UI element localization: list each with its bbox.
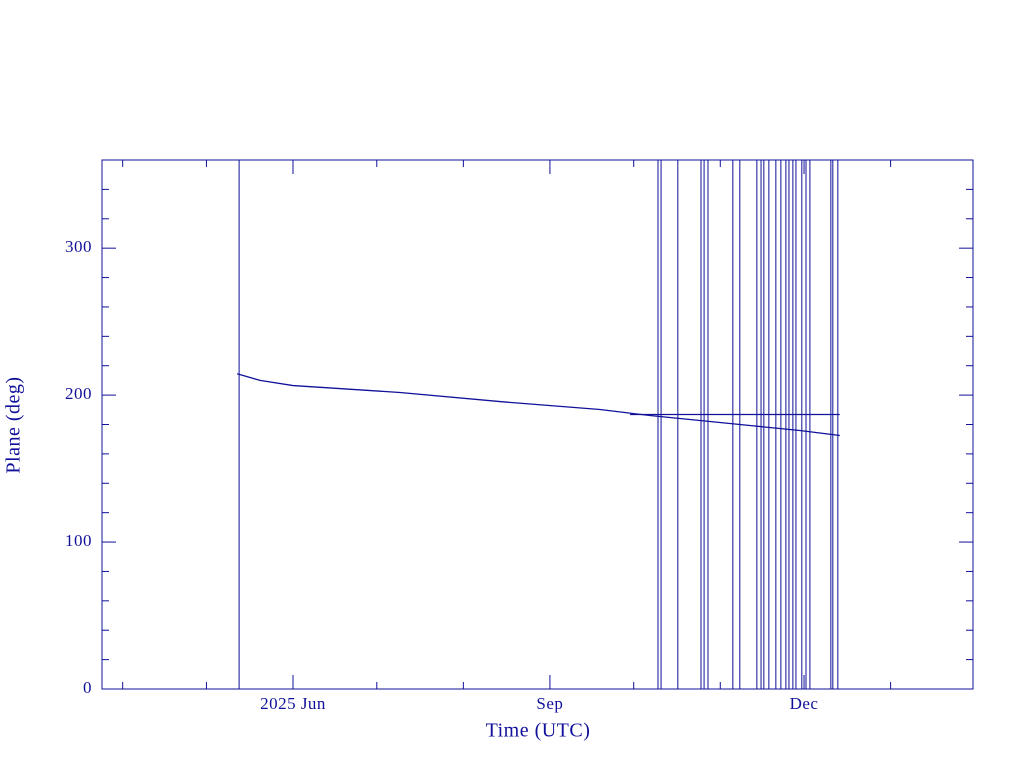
y-tick-label: 0 <box>83 678 92 697</box>
x-tick-label: 2025 Jun <box>260 694 326 713</box>
x-tick-label: Sep <box>536 694 563 713</box>
plot-frame <box>101 159 974 690</box>
y-axis-label: Plane (deg) <box>3 376 25 473</box>
data-line <box>236 373 840 437</box>
x-axis-label: Time (UTC) <box>486 720 591 742</box>
y-tick-label: 100 <box>65 531 92 550</box>
y-tick-label: 200 <box>65 384 92 403</box>
x-tick-label: Dec <box>790 694 819 713</box>
y-tick-label: 300 <box>65 237 92 256</box>
